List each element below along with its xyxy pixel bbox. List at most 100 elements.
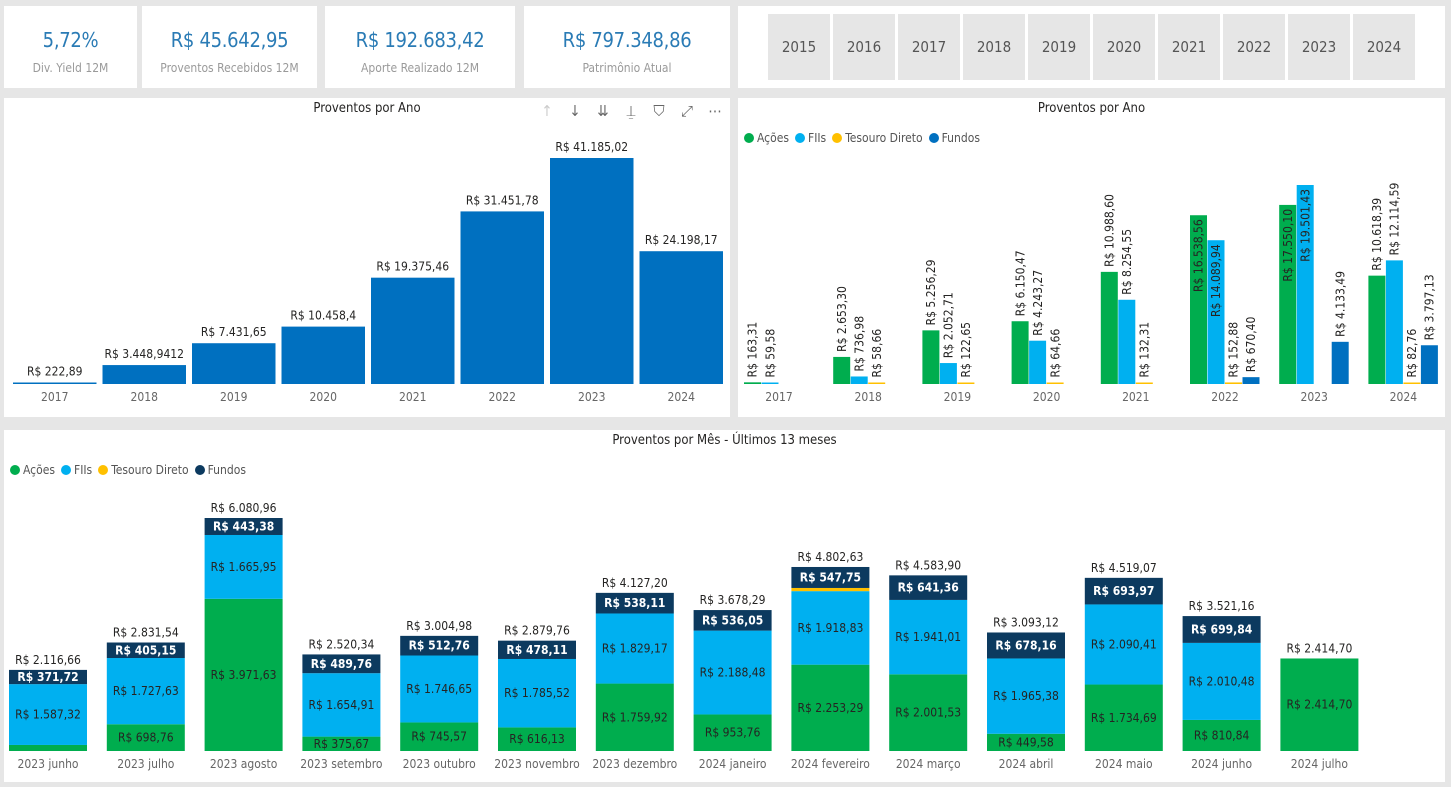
segment-Ações-2023 novembro[interactable] [498, 727, 576, 751]
bar-Ações-2024[interactable] [1368, 275, 1386, 384]
legend-item[interactable]: FIIs [794, 131, 826, 145]
arrow-down-icon[interactable]: ↓ [569, 102, 581, 120]
filter-icon[interactable]: ⛉ [653, 102, 665, 120]
segment-Fundos-2024 janeiro[interactable] [693, 610, 772, 631]
expand-hierarchy-icon[interactable]: ⍊ [626, 102, 636, 120]
segment-Fundos-2023 agosto[interactable] [204, 518, 283, 535]
segment-FIIs-2023 setembro[interactable] [302, 673, 381, 737]
bar-FIIs-2024[interactable] [1385, 260, 1403, 384]
more-options-icon[interactable]: ⋯ [708, 102, 722, 120]
segment-Ações-2024 julho[interactable] [1280, 658, 1359, 751]
bar-Tesouro Direto-2024[interactable] [1403, 382, 1421, 385]
bar-FIIs-2019[interactable] [939, 363, 957, 384]
segment-Ações-2024 junho[interactable] [1182, 719, 1261, 751]
arrow-up-icon[interactable]: ↑ [541, 102, 553, 120]
segment-Fundos-2023 novembro[interactable] [498, 640, 576, 659]
segment-Ações-2024 fevereiro[interactable] [791, 664, 870, 751]
bar-FIIs-2018[interactable] [850, 376, 868, 384]
bar-Fundos-2024[interactable] [1420, 345, 1438, 384]
year-button-2023[interactable]: 2023 [1288, 14, 1350, 80]
bar-FIIs-2022[interactable] [1207, 240, 1225, 384]
segment-Fundos-2023 dezembro[interactable] [595, 592, 674, 614]
segment-Ações-2023 agosto[interactable] [204, 598, 283, 751]
segment-FIIs-2024 abril[interactable] [987, 658, 1065, 734]
segment-Fundos-2023 setembro[interactable] [302, 654, 381, 674]
segment-Fundos-2024 março[interactable] [889, 575, 968, 600]
year-button-2020[interactable]: 2020 [1093, 14, 1155, 80]
segment-Fundos-2024 fevereiro[interactable] [791, 566, 870, 588]
segment-Ações-2024 janeiro[interactable] [693, 714, 772, 751]
segment-FIIs-2023 dezembro[interactable] [595, 613, 674, 684]
bar-FIIs-2021[interactable] [1118, 299, 1136, 384]
bar-Ações-2017[interactable] [744, 382, 761, 384]
segment-FIIs-2023 agosto[interactable] [204, 534, 283, 599]
bar-2024[interactable] [639, 251, 724, 384]
legend-item[interactable]: Fundos [928, 131, 980, 145]
segment-Fundos-2023 outubro[interactable] [400, 635, 479, 656]
bar-Ações-2020[interactable] [1011, 321, 1029, 384]
bar-Tesouro Direto-2020[interactable] [1046, 382, 1064, 385]
segment-Fundos-2024 junho[interactable] [1182, 616, 1261, 643]
kpi-aporte: R$ 192.683,42 Aporte Realizado 12M [325, 6, 515, 88]
bar-Fundos-2023[interactable] [1331, 341, 1349, 384]
segment-FIIs-2023 outubro[interactable] [400, 655, 479, 723]
segment-Fundos-2024 abril[interactable] [987, 632, 1065, 659]
year-button-2021[interactable]: 2021 [1158, 14, 1220, 80]
bar-Ações-2023[interactable] [1279, 204, 1297, 384]
bar-Ações-2022[interactable] [1190, 215, 1207, 384]
segment-FIIs-2024 maio[interactable] [1084, 604, 1163, 685]
segment-Ações-2024 maio[interactable] [1084, 684, 1163, 751]
year-button-2018[interactable]: 2018 [963, 14, 1025, 80]
year-button-2015[interactable]: 2015 [768, 14, 830, 80]
segment-Ações-2023 julho[interactable] [106, 724, 185, 751]
segment-Fundos-2024 maio[interactable] [1084, 577, 1163, 605]
segment-FIIs-2023 julho[interactable] [106, 658, 185, 725]
legend-item[interactable]: Ações [10, 463, 55, 477]
bar-Tesouro Direto-2022[interactable] [1225, 382, 1242, 384]
bar-2023[interactable] [550, 158, 634, 384]
legend-item[interactable]: FIIs [60, 463, 92, 477]
bar-2020[interactable] [281, 326, 366, 384]
bar-Tesouro Direto-2019[interactable] [957, 382, 975, 385]
bar-Fundos-2022[interactable] [1242, 377, 1260, 384]
year-button-2017[interactable]: 2017 [898, 14, 960, 80]
year-button-2016[interactable]: 2016 [833, 14, 895, 80]
legend-item[interactable]: Ações [744, 131, 789, 145]
bar-FIIs-2020[interactable] [1029, 340, 1047, 384]
bar-Tesouro Direto-2018[interactable] [868, 382, 886, 385]
double-arrow-down-icon[interactable]: ⇊ [597, 102, 609, 120]
bar-Ações-2021[interactable] [1100, 271, 1118, 384]
segment-Ações-2024 março[interactable] [889, 674, 968, 751]
bar-Ações-2018[interactable] [833, 356, 851, 384]
segment-Fundos-2023 julho[interactable] [106, 642, 185, 659]
segment-Ações-2023 junho[interactable] [9, 744, 87, 751]
bar-FIIs-2023[interactable] [1296, 185, 1314, 384]
year-button-2019[interactable]: 2019 [1028, 14, 1090, 80]
bar-2019[interactable] [192, 343, 276, 384]
segment-Ações-2023 dezembro[interactable] [595, 683, 674, 751]
bar-2021[interactable] [371, 277, 455, 384]
segment-FIIs-2023 novembro[interactable] [498, 658, 576, 728]
bar-2022[interactable] [460, 211, 545, 384]
bar-FIIs-2017[interactable] [761, 382, 779, 385]
segment-FIIs-2024 março[interactable] [889, 599, 968, 675]
year-button-2024[interactable]: 2024 [1353, 14, 1415, 80]
bar-Ações-2019[interactable] [922, 330, 940, 384]
focus-mode-icon[interactable]: ⤢ [680, 102, 693, 120]
legend-item[interactable]: Fundos [194, 463, 246, 477]
segment-Ações-2024 abril[interactable] [987, 733, 1065, 751]
segment-Tesouro Direto-2024 fevereiro[interactable] [791, 587, 870, 592]
segment-FIIs-2023 junho[interactable] [9, 684, 87, 745]
legend-item[interactable]: Tesouro Direto [98, 463, 189, 477]
bar-2017[interactable] [13, 382, 97, 385]
year-button-2022[interactable]: 2022 [1223, 14, 1285, 80]
bar-Tesouro Direto-2021[interactable] [1135, 382, 1153, 385]
segment-Ações-2023 outubro[interactable] [400, 722, 479, 751]
segment-FIIs-2024 junho[interactable] [1182, 642, 1261, 720]
segment-FIIs-2024 janeiro[interactable] [693, 630, 772, 715]
segment-Fundos-2023 junho[interactable] [9, 669, 87, 685]
legend-item[interactable]: Tesouro Direto [832, 131, 923, 145]
segment-FIIs-2024 fevereiro[interactable] [791, 591, 870, 665]
bar-2018[interactable] [102, 365, 187, 384]
segment-Ações-2023 setembro[interactable] [302, 736, 381, 751]
